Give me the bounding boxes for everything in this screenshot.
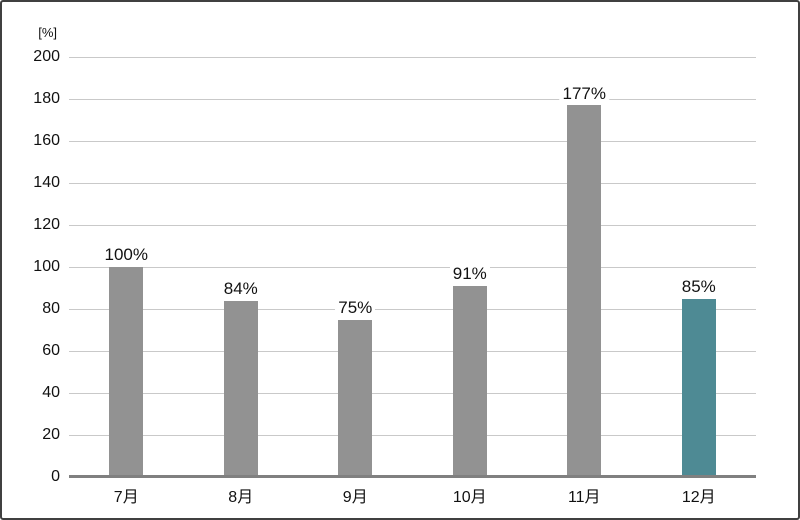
bar-10月 — [452, 285, 487, 477]
y-tick-label: 60 — [42, 342, 60, 359]
gridline — [69, 224, 756, 226]
bar-12月 — [681, 298, 716, 477]
y-tick-label: 80 — [42, 300, 60, 317]
bar-7月 — [109, 267, 144, 477]
bar-value-label: 85% — [678, 277, 719, 297]
y-tick-label: 20 — [42, 426, 60, 443]
y-tick-label: 180 — [33, 90, 60, 107]
gridline — [69, 392, 756, 394]
y-tick-label: 120 — [33, 216, 60, 233]
gridline — [69, 434, 756, 436]
gridline — [69, 350, 756, 352]
bar-value-label: 84% — [220, 279, 261, 299]
y-axis-unit-label: [%] — [38, 25, 57, 40]
x-category-label: 11月 — [567, 489, 601, 506]
x-axis-line — [69, 475, 756, 478]
bar-9月 — [338, 319, 373, 477]
x-category-label: 10月 — [452, 489, 487, 506]
gridline — [69, 182, 756, 184]
y-tick-label: 200 — [33, 48, 60, 65]
bar-value-label: 177% — [559, 84, 609, 104]
x-category-label: 9月 — [342, 489, 368, 506]
gridline — [69, 308, 756, 310]
x-category-label: 12月 — [681, 489, 716, 506]
bar-value-label: 91% — [449, 265, 490, 284]
bar-11月 — [567, 105, 602, 477]
bar-value-label: 100% — [101, 246, 151, 265]
gridline — [69, 98, 756, 100]
gridline — [69, 266, 756, 268]
y-tick-label: 160 — [33, 132, 60, 149]
y-tick-label: 100 — [33, 258, 60, 275]
x-category-label: 7月 — [113, 489, 139, 506]
x-category-label: 8月 — [228, 489, 254, 506]
y-tick-label: 0 — [51, 468, 60, 485]
gridline — [69, 140, 756, 142]
y-tick-label: 40 — [42, 384, 60, 401]
gridline — [69, 56, 756, 58]
bar-8月 — [223, 300, 258, 477]
plot-area: 100% 84% 75% 91% 177% 85% — [69, 56, 756, 478]
bar-value-label: 75% — [335, 298, 376, 318]
y-tick-label: 140 — [33, 174, 60, 191]
